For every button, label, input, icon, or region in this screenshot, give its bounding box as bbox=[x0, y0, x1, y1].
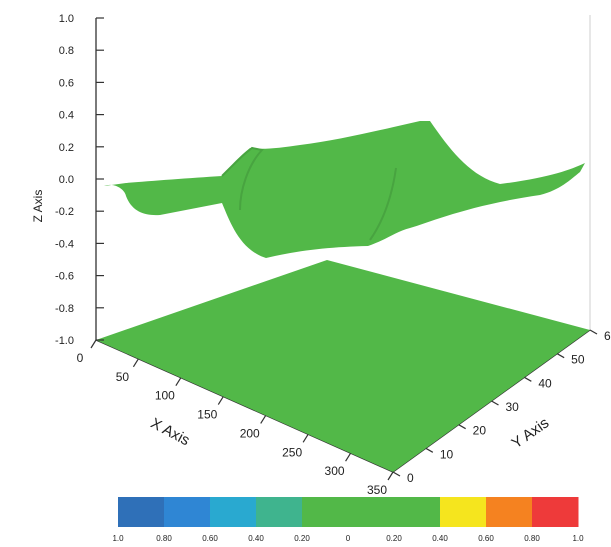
z-tick-label: -1.0 bbox=[55, 335, 74, 347]
colorbar-label: 0.80 bbox=[524, 534, 540, 543]
floor-surface bbox=[96, 260, 590, 472]
colorbar-swatch bbox=[256, 497, 303, 527]
x-tick-label: 300 bbox=[325, 464, 345, 478]
colorbar-swatch bbox=[164, 497, 211, 527]
x-tick bbox=[175, 377, 182, 387]
colorbar-label: 0.40 bbox=[432, 534, 448, 543]
x-tick bbox=[132, 358, 139, 368]
z-tick-label: -0.4 bbox=[55, 238, 74, 250]
z-tick-label: 0.4 bbox=[59, 110, 74, 122]
x-tick-label: 150 bbox=[197, 408, 217, 422]
x-tick bbox=[345, 452, 352, 462]
z-tick-label: 1.0 bbox=[59, 13, 74, 25]
y-tick bbox=[392, 471, 401, 477]
z-tick-label: 0.8 bbox=[59, 45, 74, 57]
x-axis-title: X Axis bbox=[148, 415, 193, 450]
z-axis-title: Z Axis bbox=[31, 190, 45, 223]
x-tick-label: 100 bbox=[155, 389, 175, 403]
colorbar-label: 0.60 bbox=[202, 534, 218, 543]
colorbar-swatch bbox=[348, 497, 395, 527]
first-step-ridge bbox=[221, 146, 264, 211]
x-tick-label: 0 bbox=[77, 351, 84, 365]
y-axis-title: Y Axis bbox=[509, 414, 553, 452]
z-ticks: 1.0 0.8 0.6 0.4 0.2 0.0 -0.2 -0.4 -0.6 -0.8 -1.0 bbox=[55, 13, 104, 347]
z-tick-label: 0.0 bbox=[59, 174, 74, 186]
colorbar-swatch bbox=[302, 497, 349, 527]
x-tick bbox=[217, 396, 224, 405]
z-tick-label: 0.2 bbox=[59, 142, 74, 154]
x-tick bbox=[302, 433, 309, 443]
colorbar-swatch bbox=[394, 497, 441, 527]
y-ticks: 0 10 20 30 40 50 60 bbox=[392, 329, 611, 485]
y-tick bbox=[458, 424, 466, 430]
colorbar-label: 0 bbox=[346, 534, 351, 543]
x-tick-label: 50 bbox=[116, 370, 130, 384]
colorbar-swatch bbox=[486, 497, 533, 527]
y-tick-label: 50 bbox=[571, 353, 585, 367]
y-tick bbox=[556, 353, 565, 359]
colorbar-swatch bbox=[440, 497, 487, 527]
y-tick bbox=[425, 447, 434, 453]
z-tick-label: -0.2 bbox=[55, 206, 74, 218]
second-step-ridge bbox=[369, 167, 397, 241]
colorbar-swatch bbox=[118, 497, 165, 527]
colorbar-labels: 1.0 0.80 0.60 0.40 0.20 0 0.20 0.40 0.60 0.80 1.0 bbox=[112, 534, 584, 543]
y-tick bbox=[589, 329, 598, 335]
colorbar-swatch bbox=[532, 497, 579, 527]
colorbar-label: 0.20 bbox=[386, 534, 402, 543]
z-tick-label: -0.6 bbox=[55, 271, 74, 283]
x-ticks: 0 50 100 150 200 250 300 350 bbox=[77, 339, 394, 497]
colorbar bbox=[118, 497, 579, 527]
colorbar-label: 0.20 bbox=[294, 534, 310, 543]
colorbar-swatch bbox=[210, 497, 257, 527]
colorbar-label: 0.80 bbox=[156, 534, 172, 543]
y-tick-label: 0 bbox=[407, 471, 414, 485]
y-tick-label: 20 bbox=[473, 424, 487, 438]
x-tick-label: 200 bbox=[240, 426, 260, 440]
z-tick-label: 0.6 bbox=[59, 77, 74, 89]
y-tick bbox=[524, 376, 532, 382]
x-tick bbox=[387, 471, 394, 481]
y-tick-label: 10 bbox=[440, 447, 454, 461]
colorbar-label: 0.40 bbox=[248, 534, 264, 543]
y-tick-label: 30 bbox=[506, 400, 520, 414]
x-tick bbox=[260, 415, 267, 424]
x-tick-label: 250 bbox=[282, 445, 302, 459]
colorbar-label: 1.0 bbox=[572, 534, 584, 543]
sawtooth-surface bbox=[104, 121, 585, 258]
x-tick-label: 350 bbox=[367, 483, 387, 497]
y-tick-label: 60 bbox=[604, 329, 611, 343]
y-tick bbox=[491, 400, 499, 406]
z-tick-label: -0.8 bbox=[55, 303, 74, 315]
colorbar-label: 0.60 bbox=[478, 534, 494, 543]
colorbar-label: 1.0 bbox=[112, 534, 124, 543]
x-tick bbox=[90, 339, 97, 349]
y-tick-label: 40 bbox=[538, 376, 552, 390]
